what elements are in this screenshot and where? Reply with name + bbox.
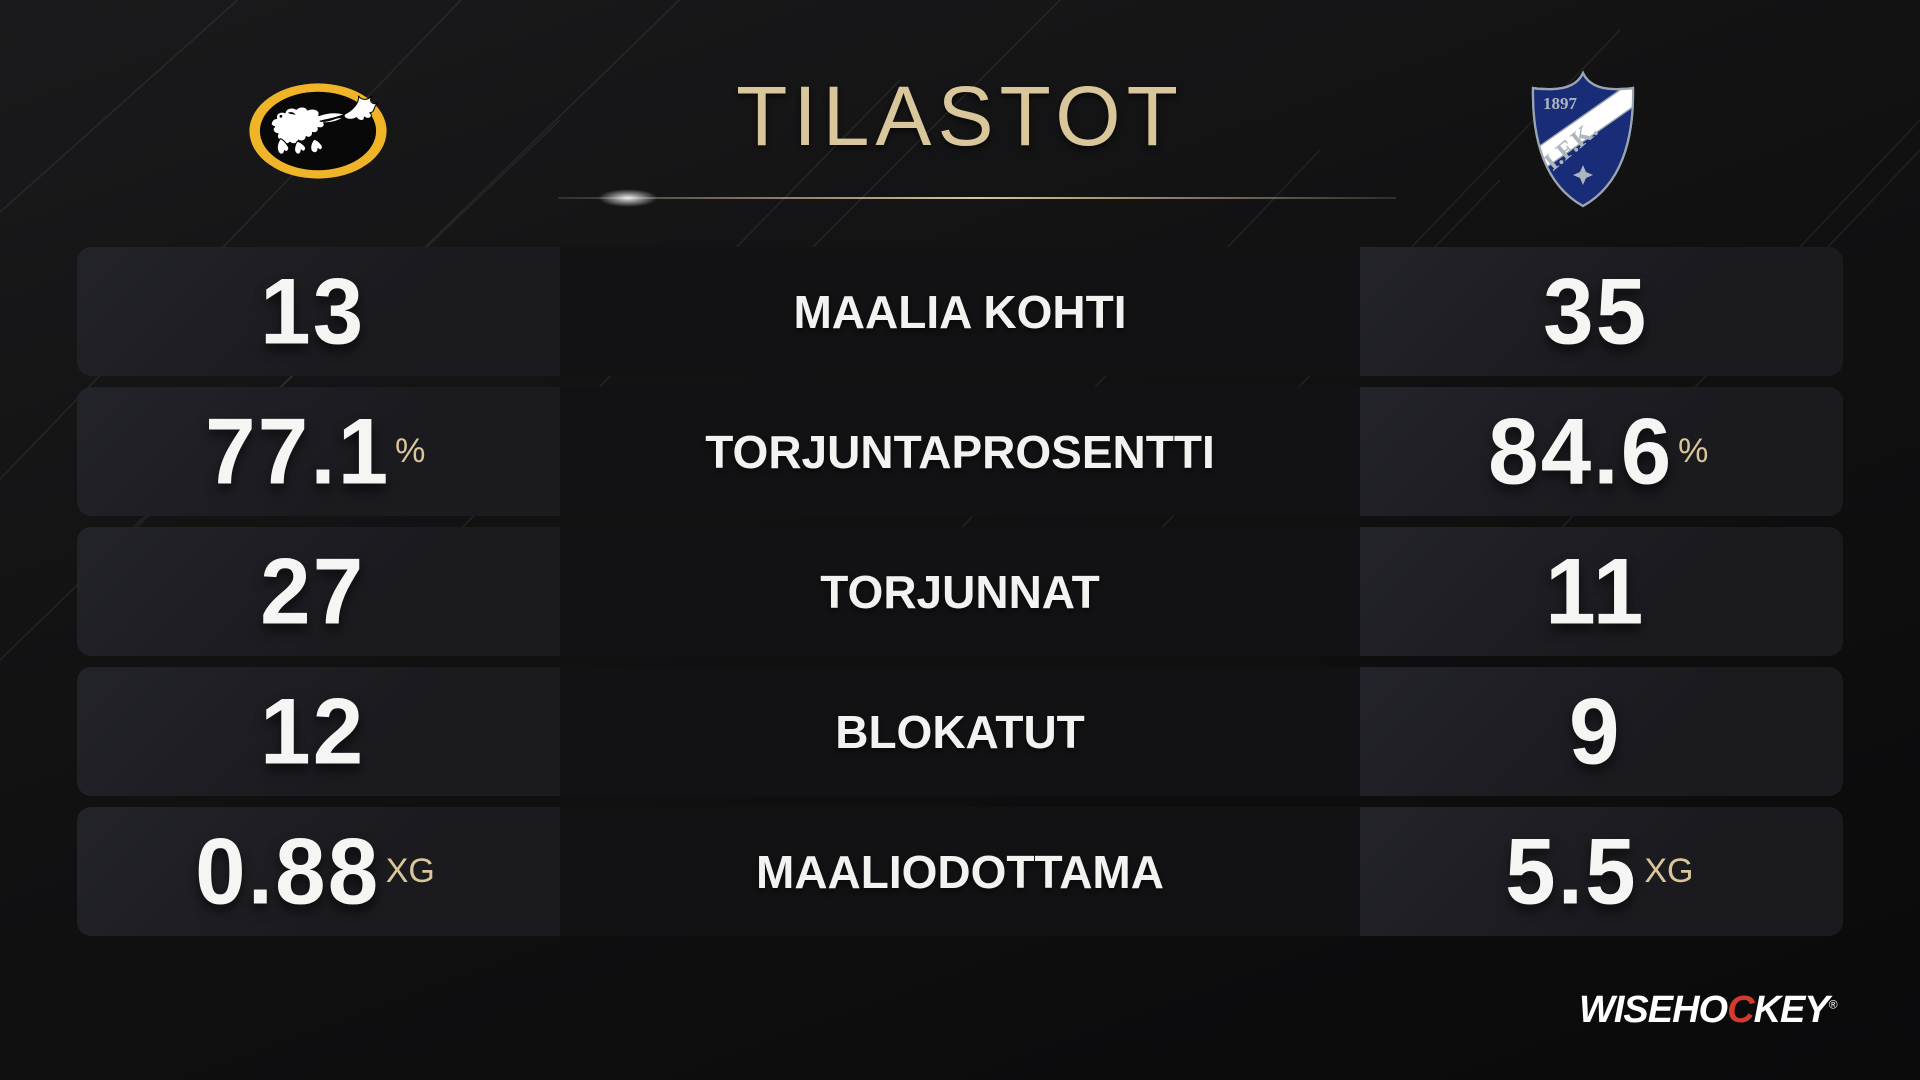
svg-text:1897: 1897	[1543, 94, 1578, 113]
